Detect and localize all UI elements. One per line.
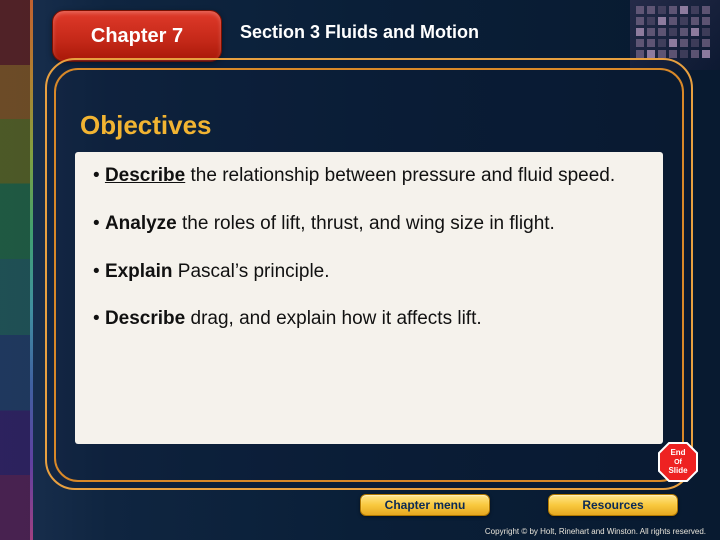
bullet-item: • Describe the relationship between pres… <box>93 164 645 188</box>
content-box: • Describe the relationship between pres… <box>75 152 663 444</box>
bullet-keyword: Describe <box>105 165 185 186</box>
bullet-text: drag, and explain how it affects lift. <box>185 308 481 329</box>
bullet-text: the roles of lift, thrust, and wing size… <box>177 213 555 234</box>
resources-button[interactable]: Resources <box>548 494 678 516</box>
copyright-text: Copyright © by Holt, Rinehart and Winsto… <box>485 527 706 536</box>
bullet-item: • Describe drag, and explain how it affe… <box>93 307 645 331</box>
chapter-menu-label: Chapter menu <box>385 498 466 512</box>
chapter-tab: Chapter 7 <box>52 10 222 62</box>
chapter-menu-button[interactable]: Chapter menu <box>360 494 490 516</box>
chapter-label: Chapter 7 <box>91 25 183 48</box>
resources-label: Resources <box>582 498 643 512</box>
end-of-slide-icon: End Of Slide <box>656 440 700 484</box>
svg-text:End: End <box>670 448 685 457</box>
section-title: Section 3 Fluids and Motion <box>240 22 479 43</box>
objectives-heading: Objectives <box>80 110 212 141</box>
bullet-keyword: Explain <box>105 261 173 282</box>
bullet-item: • Explain Pascal’s principle. <box>93 260 645 284</box>
svg-text:Slide: Slide <box>668 466 688 475</box>
bullet-text: the relationship between pressure and fl… <box>185 165 615 186</box>
bullet-keyword: Describe <box>105 308 185 329</box>
bullet-text: Pascal’s principle. <box>173 261 330 282</box>
svg-text:Of: Of <box>674 459 682 466</box>
left-color-band <box>0 0 30 540</box>
decorative-squares <box>636 6 710 58</box>
bullet-keyword: Analyze <box>105 213 177 234</box>
left-accent-line <box>30 0 33 540</box>
bullet-item: • Analyze the roles of lift, thrust, and… <box>93 212 645 236</box>
slide: Chapter 7 Section 3 Fluids and Motion Ob… <box>0 0 720 540</box>
